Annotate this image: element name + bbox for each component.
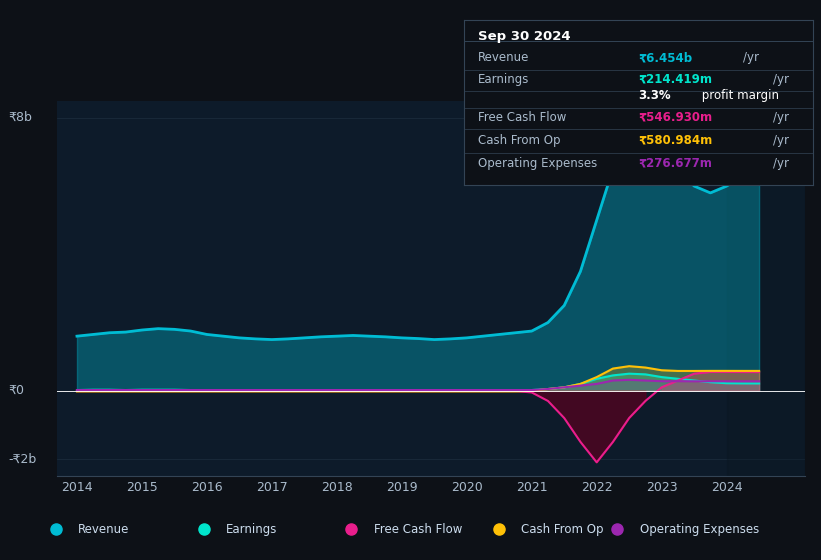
Text: Earnings: Earnings [478, 73, 530, 86]
Text: Earnings: Earnings [226, 522, 277, 536]
Text: Cash From Op: Cash From Op [478, 134, 560, 147]
Text: 3.3%: 3.3% [639, 89, 671, 102]
Text: ₹8b: ₹8b [8, 111, 32, 124]
Text: ₹214.419m: ₹214.419m [639, 73, 713, 86]
Text: /yr: /yr [773, 134, 789, 147]
Text: /yr: /yr [773, 157, 789, 170]
Text: /yr: /yr [773, 73, 789, 86]
Text: ₹580.984m: ₹580.984m [639, 134, 713, 147]
Text: Revenue: Revenue [478, 51, 530, 64]
Text: ₹0: ₹0 [8, 384, 24, 397]
Text: Free Cash Flow: Free Cash Flow [374, 522, 462, 536]
Bar [727, 101, 805, 476]
Text: Operating Expenses: Operating Expenses [640, 522, 759, 536]
Text: -₹2b: -₹2b [8, 452, 36, 465]
Text: Sep 30 2024: Sep 30 2024 [478, 30, 571, 43]
Text: profit margin: profit margin [699, 89, 779, 102]
Text: /yr: /yr [773, 110, 789, 124]
Text: Operating Expenses: Operating Expenses [478, 157, 597, 170]
Text: Cash From Op: Cash From Op [521, 522, 603, 536]
Text: ₹6.454b: ₹6.454b [639, 51, 692, 64]
Text: ₹276.677m: ₹276.677m [639, 157, 712, 170]
Text: ₹546.930m: ₹546.930m [639, 110, 713, 124]
Text: Revenue: Revenue [78, 522, 130, 536]
Text: /yr: /yr [743, 51, 759, 64]
Text: Free Cash Flow: Free Cash Flow [478, 110, 566, 124]
